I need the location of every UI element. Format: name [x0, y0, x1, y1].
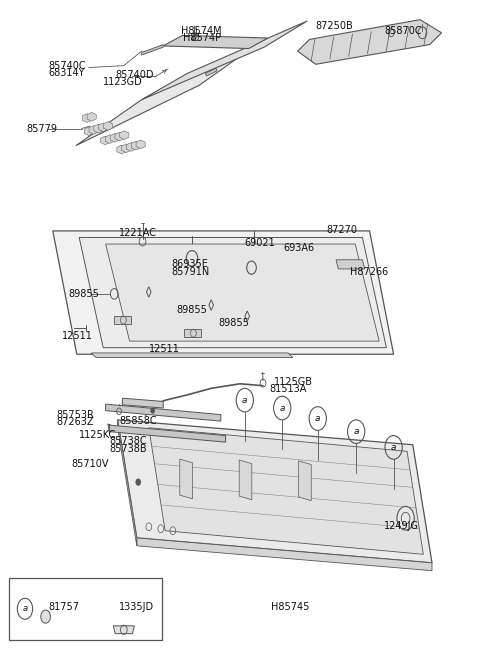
Polygon shape [118, 420, 432, 563]
Text: a: a [23, 604, 27, 613]
Text: 85753R: 85753R [57, 409, 95, 420]
Circle shape [151, 408, 155, 413]
Text: 81513A: 81513A [270, 384, 307, 394]
Text: 85779: 85779 [26, 124, 58, 134]
Polygon shape [114, 316, 131, 324]
Polygon shape [94, 124, 103, 133]
Text: 87270: 87270 [326, 224, 358, 235]
Text: a: a [391, 443, 396, 452]
Polygon shape [110, 133, 120, 142]
Text: a: a [279, 403, 285, 413]
Polygon shape [89, 125, 98, 134]
Circle shape [397, 506, 414, 530]
Text: 693A6: 693A6 [283, 243, 314, 253]
Text: H8574M: H8574M [181, 26, 222, 36]
Polygon shape [299, 461, 311, 501]
Text: H8574P: H8574P [182, 33, 221, 43]
Polygon shape [105, 134, 115, 144]
Text: 89855: 89855 [218, 318, 249, 328]
Text: 85710V: 85710V [71, 459, 108, 470]
Polygon shape [149, 428, 423, 554]
Polygon shape [205, 68, 217, 76]
Polygon shape [126, 142, 136, 152]
Text: 87250B: 87250B [316, 21, 354, 31]
Circle shape [136, 479, 141, 485]
Polygon shape [117, 145, 126, 154]
Polygon shape [100, 136, 110, 145]
Text: 1123GD: 1123GD [103, 77, 143, 87]
Text: 1221AC: 1221AC [119, 228, 156, 238]
Text: 85870C: 85870C [384, 26, 421, 36]
Polygon shape [336, 260, 365, 269]
Polygon shape [142, 45, 163, 55]
Polygon shape [180, 459, 192, 499]
Text: a: a [315, 414, 321, 423]
Polygon shape [120, 131, 129, 140]
Text: 86935E: 86935E [171, 259, 208, 270]
Text: a: a [242, 396, 248, 405]
Text: a: a [353, 427, 359, 436]
Circle shape [41, 610, 50, 623]
Text: 81757: 81757 [48, 602, 79, 612]
Polygon shape [115, 132, 124, 141]
Polygon shape [118, 420, 137, 546]
Polygon shape [142, 21, 307, 100]
Polygon shape [109, 425, 226, 442]
Polygon shape [136, 140, 145, 149]
Polygon shape [239, 460, 252, 500]
Text: 87263Z: 87263Z [57, 417, 94, 427]
Polygon shape [121, 144, 131, 153]
Text: 85740D: 85740D [115, 70, 154, 80]
Text: 68314Y: 68314Y [48, 68, 84, 78]
Polygon shape [76, 39, 264, 146]
Text: 1335JD: 1335JD [119, 602, 154, 612]
Polygon shape [298, 20, 442, 64]
Text: 85791N: 85791N [171, 266, 209, 277]
Text: 12511: 12511 [149, 344, 180, 354]
Polygon shape [84, 127, 94, 136]
Text: H87266: H87266 [350, 267, 389, 277]
Polygon shape [79, 237, 386, 348]
Text: 1249JG: 1249JG [384, 521, 419, 531]
Text: 85740C: 85740C [48, 60, 85, 71]
FancyBboxPatch shape [9, 578, 162, 640]
Polygon shape [106, 404, 221, 421]
Text: H85745: H85745 [271, 602, 310, 612]
Polygon shape [184, 329, 201, 337]
Polygon shape [87, 112, 96, 121]
Text: 89855: 89855 [177, 305, 207, 316]
Polygon shape [131, 141, 141, 150]
Polygon shape [98, 123, 108, 132]
Polygon shape [163, 35, 268, 49]
Polygon shape [91, 353, 293, 358]
Text: 1125KC: 1125KC [79, 430, 117, 440]
Text: 89855: 89855 [69, 289, 99, 299]
Text: 1125GB: 1125GB [274, 377, 312, 387]
Text: 69021: 69021 [245, 237, 276, 248]
Text: 85738C: 85738C [109, 436, 147, 447]
Polygon shape [106, 244, 379, 341]
Polygon shape [82, 113, 92, 123]
Polygon shape [122, 398, 163, 408]
Text: 85858C: 85858C [119, 416, 156, 426]
Polygon shape [53, 231, 394, 354]
Text: 85738B: 85738B [109, 443, 147, 454]
Text: 12511: 12511 [62, 331, 93, 341]
Polygon shape [137, 538, 432, 571]
Polygon shape [113, 626, 134, 634]
Polygon shape [103, 121, 113, 131]
